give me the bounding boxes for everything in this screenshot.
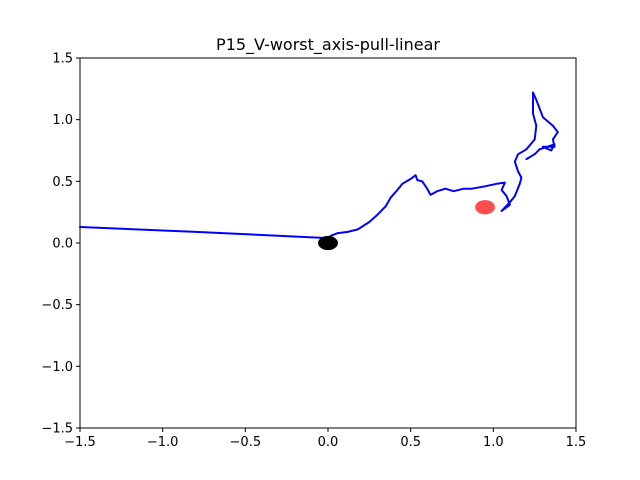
y-tick-label: 0.5 <box>52 175 73 190</box>
x-tick-label: −1.5 <box>64 435 96 450</box>
y-axis: −1.5 −1.0 −0.5 0.0 0.5 1.0 1.5 <box>41 52 80 437</box>
x-axis: −1.5 −1.0 −0.5 0.0 0.5 1.0 1.5 <box>64 428 586 450</box>
y-tick-label: 0.0 <box>52 237 73 252</box>
y-tick-label: 1.5 <box>52 52 73 67</box>
y-tick-label: −1.5 <box>41 422 73 437</box>
series-layer <box>79 91 559 240</box>
marker-layer <box>318 200 495 251</box>
x-tick-label: 1.5 <box>566 435 587 450</box>
y-tick-label: 1.0 <box>52 113 73 128</box>
series-line-0 <box>79 91 559 240</box>
target-marker <box>475 200 495 215</box>
y-tick-label: −1.0 <box>41 360 73 375</box>
x-tick-label: 0.0 <box>318 435 339 450</box>
x-tick-label: 1.0 <box>483 435 504 450</box>
chart-title: P15_V-worst_axis-pull-linear <box>216 35 440 55</box>
x-tick-label: 0.5 <box>400 435 421 450</box>
x-tick-label: −0.5 <box>230 435 262 450</box>
y-tick-label: −0.5 <box>41 298 73 313</box>
x-tick-label: −1.0 <box>147 435 179 450</box>
start-marker <box>318 235 338 251</box>
